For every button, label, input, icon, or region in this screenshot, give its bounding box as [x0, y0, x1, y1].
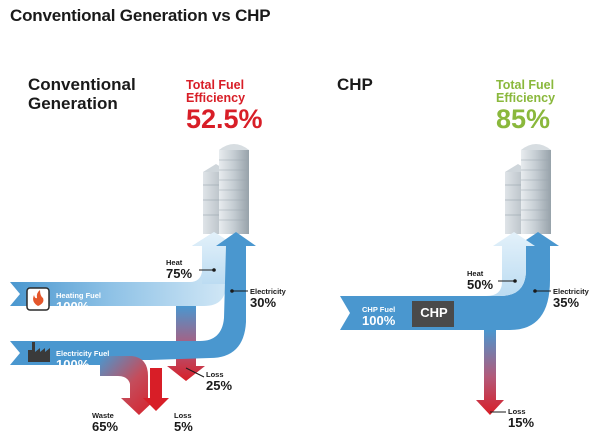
- conventional-title-line1: Conventional: [28, 75, 136, 94]
- chp-efficiency: Total Fuel Efficiency 85%: [496, 78, 556, 134]
- conventional-electricity-value: 30%: [250, 295, 277, 310]
- chp-loss-flow: [476, 330, 504, 415]
- chp-electricity-label: Electricity: [553, 287, 589, 296]
- conventional-title: Conventional Generation: [28, 75, 136, 113]
- chp-title: CHP: [337, 75, 373, 94]
- chp-fuel-value: 100%: [362, 313, 396, 328]
- chp-box: [412, 301, 454, 327]
- heating-fuel: Heating Fuel 100%: [56, 292, 101, 314]
- chp-heat-value: 50%: [467, 277, 494, 292]
- conventional-building-icon: [203, 144, 249, 234]
- conventional-heat-loss-label: Loss: [206, 370, 224, 379]
- conventional-heat-loss: Loss 25%: [206, 371, 232, 393]
- conventional-heat-loss-value: 25%: [206, 378, 233, 393]
- chp-box-label: CHP: [420, 305, 448, 320]
- chp-loss-value: 15%: [508, 415, 535, 430]
- chp-loss: Loss 15%: [508, 408, 534, 430]
- conventional-heat: Heat 75%: [166, 259, 192, 281]
- conventional-efficiency: Total Fuel Efficiency 52.5%: [186, 78, 263, 134]
- conventional-elec-loss: Loss 5%: [174, 412, 193, 434]
- conventional-elec-loss-flow: [143, 368, 169, 411]
- conventional-electricity-flow: [120, 232, 256, 360]
- conventional-efficiency-value: 52.5%: [186, 104, 263, 134]
- conventional-heat-flow: [10, 232, 236, 306]
- factory-icon: [28, 342, 50, 362]
- conventional-efficiency-label-line2: Efficiency: [186, 91, 246, 105]
- chp-building-icon: [505, 144, 551, 234]
- conventional-electricity: Electricity 30%: [250, 288, 286, 310]
- conventional-heat-value: 75%: [166, 266, 193, 281]
- conventional-waste-label: Waste: [92, 411, 114, 420]
- chp-fuel-flow: [340, 232, 559, 330]
- conventional-electricity-label: Electricity: [250, 287, 286, 296]
- conventional-efficiency-label-line1: Total Fuel: [186, 78, 245, 92]
- chp-efficiency-value: 85%: [496, 104, 551, 134]
- conventional-elec-loss-label: Loss: [174, 411, 192, 420]
- chp-fuel: CHP Fuel 100%: [362, 306, 395, 328]
- electricity-fuel: Electricity Fuel 100%: [56, 350, 109, 372]
- heating-fuel-label: Heating Fuel: [56, 291, 102, 300]
- chp-loss-label: Loss: [508, 407, 526, 416]
- chp-heat: Heat 50%: [467, 270, 493, 292]
- chp-electricity: Electricity 35%: [553, 288, 589, 310]
- chp-fuel-label: CHP Fuel: [362, 305, 396, 314]
- flame-icon: [26, 287, 50, 311]
- chp-electricity-value: 35%: [553, 295, 580, 310]
- chp-efficiency-label-line1: Total Fuel: [496, 78, 555, 92]
- chp-efficiency-label-line2: Efficiency: [496, 91, 556, 105]
- conventional-waste-value: 65%: [92, 419, 119, 434]
- chp-heat-label: Heat: [467, 269, 484, 278]
- heating-fuel-value: 100%: [56, 299, 90, 314]
- conventional-heat-label: Heat: [166, 258, 183, 267]
- chp-heat-flow: [430, 232, 535, 296]
- electricity-fuel-value: 100%: [56, 357, 90, 372]
- conventional-waste: Waste 65%: [92, 412, 118, 434]
- conventional-title-line2: Generation: [28, 94, 118, 113]
- page-title: Conventional Generation vs CHP: [10, 6, 271, 25]
- electricity-fuel-label: Electricity Fuel: [56, 349, 110, 358]
- conventional-waste-flow: [100, 356, 157, 415]
- conventional-elec-loss-value: 5%: [174, 419, 193, 434]
